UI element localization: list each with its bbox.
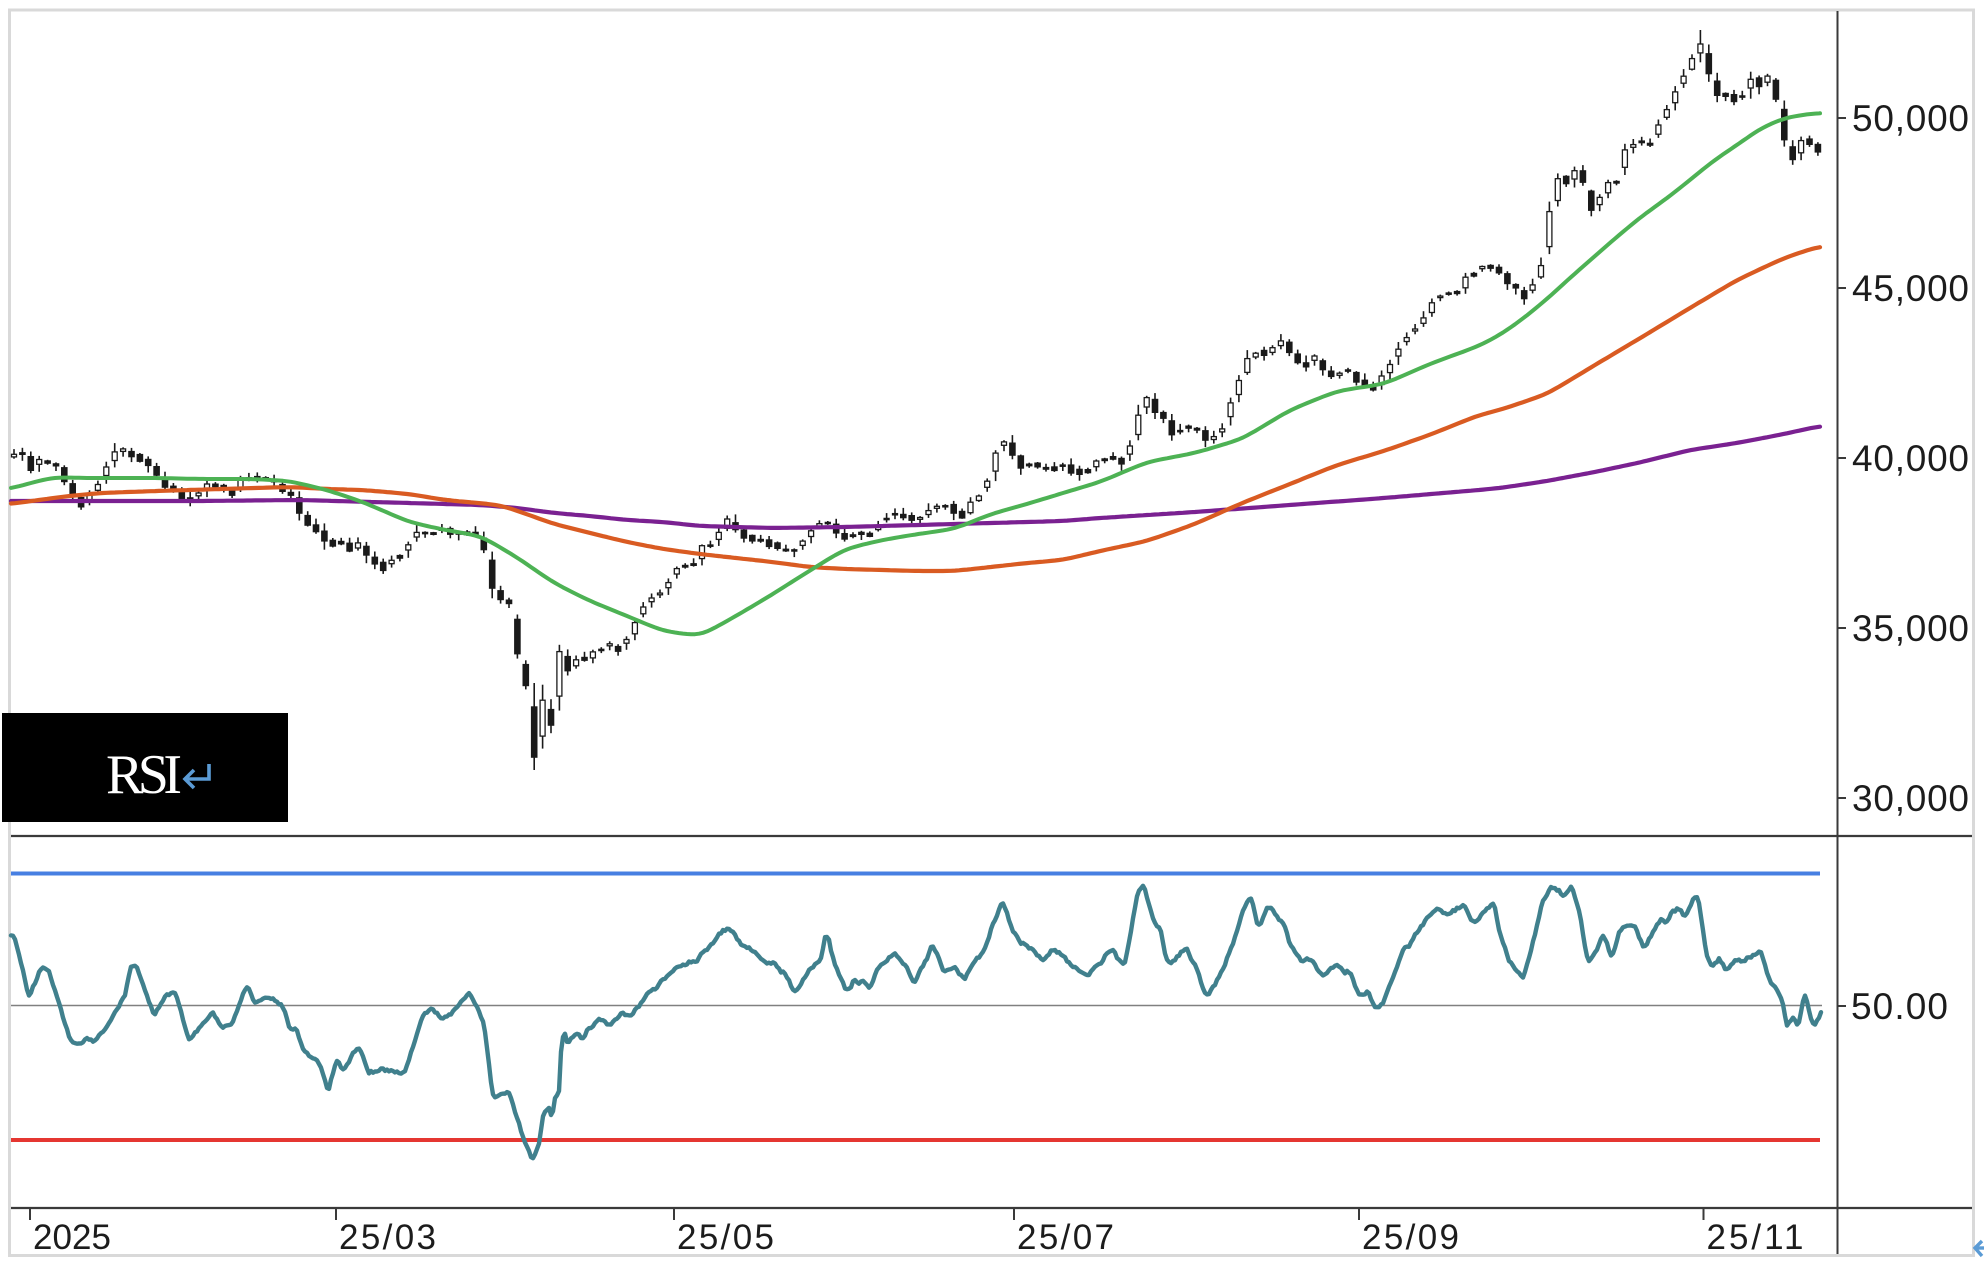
svg-text:25/09: 25/09 — [1362, 1218, 1459, 1257]
svg-text:RSI: RSI — [106, 744, 182, 806]
svg-text:50,000: 50,000 — [1852, 98, 1969, 139]
svg-text:35,000: 35,000 — [1852, 608, 1969, 649]
svg-text:25/03: 25/03 — [339, 1218, 436, 1257]
svg-text:50.00: 50.00 — [1851, 986, 1948, 1027]
svg-text:25/07: 25/07 — [1017, 1218, 1114, 1257]
svg-text:30,000: 30,000 — [1852, 778, 1969, 819]
svg-text:45,000: 45,000 — [1852, 268, 1969, 309]
svg-text:25/05: 25/05 — [677, 1218, 774, 1257]
svg-text:2025: 2025 — [33, 1218, 111, 1257]
svg-text:40,000: 40,000 — [1852, 438, 1969, 479]
svg-text:25/11: 25/11 — [1707, 1218, 1804, 1257]
